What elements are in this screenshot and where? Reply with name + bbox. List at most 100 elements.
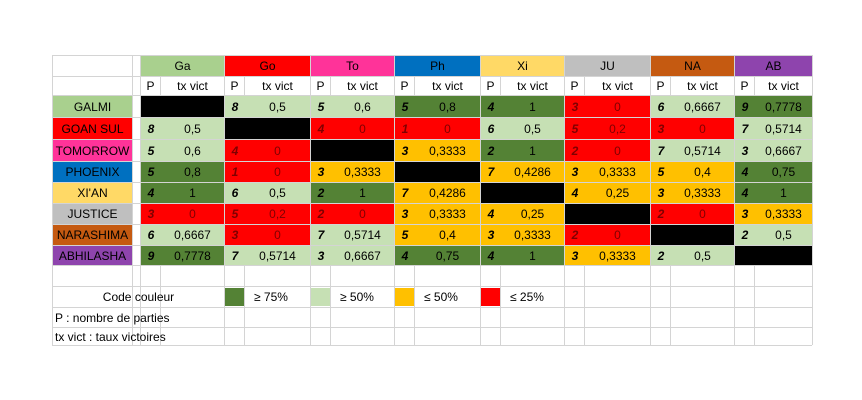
matches-played-cell: 8 xyxy=(141,118,161,139)
matches-played-cell: 3 xyxy=(735,140,755,161)
legend-note: tx vict : taux victoires xyxy=(55,329,166,344)
row-label-na: NARASHIMA xyxy=(53,225,132,245)
subheader-p: P xyxy=(740,79,749,93)
matches-played-cell: 4 xyxy=(481,246,501,265)
subheader-tx: tx vict xyxy=(347,79,378,93)
matches-played-cell: 4 xyxy=(565,183,585,203)
win-rate-cell: 0 xyxy=(245,140,310,161)
self-match-cell xyxy=(225,118,310,139)
team-header-ph: Ph xyxy=(395,56,480,76)
matches-played-cell: 5 xyxy=(141,140,161,161)
gridline xyxy=(52,307,812,308)
gridline xyxy=(734,55,735,345)
legend-swatch-le50 xyxy=(395,288,414,306)
subheader-tx: tx vict xyxy=(262,79,293,93)
win-rate-cell: 0,8 xyxy=(415,96,480,117)
win-rate-cell: 0,5 xyxy=(245,183,310,203)
row-label-ph: PHOENIX xyxy=(53,162,132,182)
win-rate-cell: 0,5714 xyxy=(755,118,812,139)
matches-played-cell: 3 xyxy=(311,246,331,265)
win-rate-cell: 0,3333 xyxy=(585,162,650,182)
win-rate-cell: 0,6 xyxy=(161,140,224,161)
gridline xyxy=(52,95,812,96)
win-rate-cell: 0,3333 xyxy=(415,140,480,161)
row-label-to: TOMORROW xyxy=(53,140,132,161)
win-rate-cell: 0,5714 xyxy=(245,246,310,265)
matches-played-cell: 3 xyxy=(311,162,331,182)
matches-played-cell: 3 xyxy=(481,225,501,245)
gridline xyxy=(310,55,311,345)
gridline xyxy=(650,55,651,345)
subheader-tx: tx vict xyxy=(602,79,633,93)
legend-label-ge50: ≥ 50% xyxy=(340,290,374,304)
win-rate-cell: 0,7778 xyxy=(755,96,812,117)
row-label-ju: JUSTICE xyxy=(53,204,132,224)
matches-played-cell: 4 xyxy=(735,183,755,203)
matches-played-cell: 7 xyxy=(481,162,501,182)
matches-played-cell: 4 xyxy=(735,162,755,182)
matches-played-cell: 3 xyxy=(395,140,415,161)
win-rate-cell: 1 xyxy=(501,246,564,265)
legend-note: P : nombre de parties xyxy=(55,310,170,325)
win-rate-cell: 0,3333 xyxy=(415,204,480,224)
gridline xyxy=(52,161,812,162)
win-rate-cell: 0,5 xyxy=(755,225,812,245)
win-rate-cell: 1 xyxy=(331,183,394,203)
gridline xyxy=(480,55,481,345)
gridline xyxy=(52,224,812,225)
matches-played-cell: 4 xyxy=(395,246,415,265)
win-rate-cell: 0,25 xyxy=(501,204,564,224)
matches-played-cell: 5 xyxy=(225,204,245,224)
gridline xyxy=(52,327,812,328)
matches-played-cell: 2 xyxy=(311,204,331,224)
win-rate-cell: 0,75 xyxy=(415,246,480,265)
gridline xyxy=(52,203,812,204)
matches-played-cell: 1 xyxy=(395,118,415,139)
legend-swatch-ge75 xyxy=(225,288,244,306)
win-rate-cell: 0 xyxy=(161,204,224,224)
win-rate-cell: 1 xyxy=(501,96,564,117)
matches-played-cell: 3 xyxy=(225,225,245,245)
win-rate-cell: 0,3333 xyxy=(585,246,650,265)
gridline xyxy=(52,55,812,56)
matches-played-cell: 5 xyxy=(141,162,161,182)
matches-played-cell: 6 xyxy=(481,118,501,139)
matches-played-cell: 4 xyxy=(481,204,501,224)
matches-played-cell: 4 xyxy=(481,96,501,117)
win-rate-cell: 0,6667 xyxy=(671,96,734,117)
win-rate-cell: 0,5 xyxy=(501,118,564,139)
matches-played-cell: 2 xyxy=(651,204,671,224)
gridline xyxy=(52,117,812,118)
win-rate-cell: 0 xyxy=(331,204,394,224)
team-header-go: Go xyxy=(225,56,310,76)
win-rate-cell: 0,3333 xyxy=(671,183,734,203)
self-match-cell xyxy=(651,225,734,245)
gridline xyxy=(52,345,812,346)
gridline xyxy=(132,55,133,345)
win-rate-cell: 0,6667 xyxy=(755,140,812,161)
matches-played-cell: 2 xyxy=(311,183,331,203)
win-rate-cell: 0,3333 xyxy=(331,162,394,182)
win-rate-cell: 0,25 xyxy=(585,183,650,203)
matches-played-cell: 4 xyxy=(141,183,161,203)
legend-label-le25: ≤ 25% xyxy=(510,290,544,304)
win-rate-cell: 0 xyxy=(671,118,734,139)
self-match-cell xyxy=(735,246,812,265)
matches-played-cell: 6 xyxy=(651,96,671,117)
team-header-to: To xyxy=(311,56,394,76)
win-rate-cell: 0,5714 xyxy=(331,225,394,245)
gridline xyxy=(52,286,812,287)
row-label-ab: ABHILASHA xyxy=(53,246,132,265)
matches-played-cell: 3 xyxy=(735,204,755,224)
team-header-ga: Ga xyxy=(141,56,224,76)
gridline xyxy=(52,76,812,77)
team-header-ab: AB xyxy=(735,56,812,76)
matches-played-cell: 2 xyxy=(481,140,501,161)
win-rate-cell: 0,4 xyxy=(415,225,480,245)
win-rate-cell: 0,3333 xyxy=(755,204,812,224)
gridline xyxy=(564,55,565,345)
win-rate-cell: 0,8 xyxy=(161,162,224,182)
win-rate-cell: 0,4 xyxy=(671,162,734,182)
row-label-xi: XI'AN xyxy=(53,183,132,203)
legend-title: Code couleur xyxy=(102,290,175,304)
